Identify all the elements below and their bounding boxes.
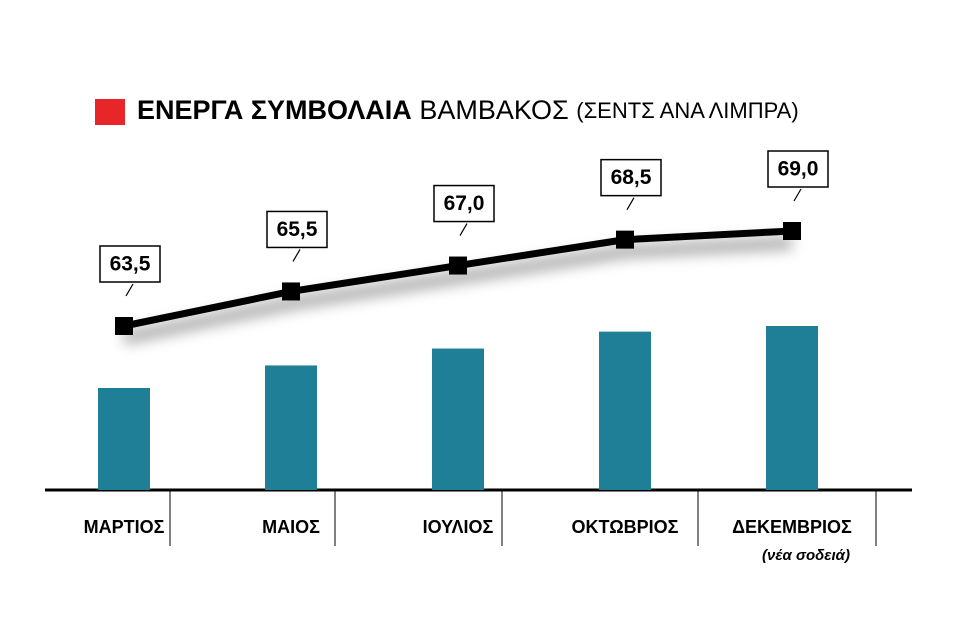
value-label: 63,5 [110, 253, 151, 276]
annotation: (νέα σοδειά) [762, 547, 850, 564]
bar [265, 365, 317, 490]
label-pointer [793, 188, 802, 202]
label-box [600, 158, 662, 197]
line-point [616, 230, 634, 249]
x-tick-label: ΜΑΡΤΙΟΣ [84, 517, 165, 537]
line-shadow [122, 237, 793, 344]
value-label: 68,5 [611, 166, 652, 189]
label-box [266, 210, 328, 249]
label-pointer [459, 223, 468, 236]
x-tick-label: ΔΕΚΕΜΒΡΙΟΣ [732, 517, 852, 537]
x-tick-label: ΜΑΙΟΣ [262, 517, 320, 537]
title-marker [95, 99, 125, 125]
x-tick-label: ΙΟΥΛΙΟΣ [423, 517, 494, 537]
value-label: 67,0 [444, 192, 485, 215]
label-pointer [125, 283, 134, 297]
line-point [783, 222, 801, 240]
line-point [449, 256, 467, 275]
chart-title: ΕΝΕΡΓΑ ΣΥΜΒΟΛΑΙΑ ΒΑΜΒΑΚΟΣ (ΣΕΝΤΣ ΑΝΑ ΛΙΜ… [137, 95, 799, 125]
value-label: 69,0 [778, 158, 819, 181]
title-bold: ΕΝΕΡΓΑ ΣΥΜΒΟΛΑΙΑ [137, 95, 412, 125]
bar [599, 331, 651, 490]
label-pointer [292, 249, 301, 262]
title-unit: (ΣΕΝΤΣ ΑΝΑ ΛΙΜΠΡΑ) [576, 98, 798, 123]
line-point [115, 317, 133, 335]
title-main: ΒΑΜΒΑΚΟΣ [419, 95, 568, 125]
value-label: 65,5 [277, 218, 318, 241]
label-box [433, 184, 495, 223]
bar [766, 326, 818, 490]
label-pointer [626, 197, 635, 210]
label-box [99, 245, 161, 283]
bar [432, 348, 484, 490]
x-tick-label: ΟΚΤΩΒΡΙΟΣ [572, 517, 679, 537]
line-point [282, 282, 300, 301]
bar [98, 388, 150, 490]
label-box [767, 150, 829, 188]
